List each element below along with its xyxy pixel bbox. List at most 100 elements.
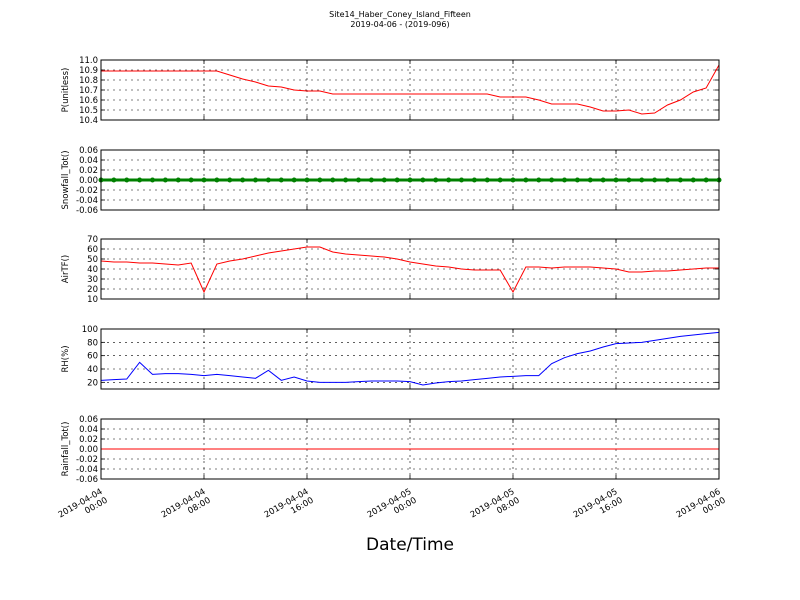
data-point [304, 177, 310, 183]
data-point [600, 177, 606, 183]
y-tick-label: 10.9 [79, 66, 98, 76]
y-tick-label: -0.04 [76, 196, 98, 206]
y-tick-label: 50 [87, 255, 98, 265]
x-tick-label: 2019-04-0408:00 [160, 487, 213, 529]
data-point [677, 177, 683, 183]
y-tick-label: 0.04 [79, 425, 98, 435]
y-axis-label: Rainfall_Tot() [61, 422, 71, 477]
y-tick-label: 11.0 [79, 56, 98, 66]
x-tick-label: 2019-04-0600:00 [675, 487, 728, 529]
data-point [587, 177, 593, 183]
data-point [175, 177, 181, 183]
data-point [703, 177, 709, 183]
data-point [278, 177, 284, 183]
y-tick-label: 0.00 [79, 445, 98, 455]
y-tick-label: 10.6 [79, 96, 98, 106]
y-tick-label: 20 [87, 378, 98, 388]
data-point [150, 177, 155, 183]
y-tick-label: 0.00 [79, 176, 98, 186]
y-tick-label: 100 [82, 325, 98, 335]
data-point [562, 177, 567, 183]
y-tick-label: 0.02 [79, 435, 98, 445]
y-tick-label: 10.7 [79, 86, 98, 96]
data-point [536, 177, 542, 183]
data-point [613, 177, 619, 183]
data-point [111, 177, 117, 183]
data-point [162, 177, 168, 183]
data-point [549, 177, 555, 183]
axes-frame [100, 59, 720, 121]
data-point [330, 177, 336, 183]
y-tick-label: 80 [87, 338, 98, 348]
y-axis-label: Snowfall_Tot() [61, 150, 71, 209]
data-point [690, 177, 696, 183]
y-tick-label: 20 [87, 285, 98, 295]
x-tick-label: 2019-04-0516:00 [572, 487, 625, 529]
y-tick-label: 0.06 [79, 146, 98, 156]
data-point [253, 177, 258, 183]
y-tick-label: 60 [87, 352, 98, 362]
data-point [574, 177, 580, 183]
y-tick-label: 10.8 [79, 76, 98, 86]
data-point [394, 177, 400, 183]
y-tick-label: -0.06 [76, 206, 98, 216]
y-tick-label: 40 [87, 265, 98, 275]
data-point [291, 177, 297, 183]
data-point [188, 177, 194, 183]
data-point [240, 177, 246, 183]
y-tick-label: 10.4 [79, 116, 98, 126]
y-tick-label: 10 [87, 295, 98, 305]
chart-subtitle: 2019-04-06 - (2019-096) [350, 20, 449, 29]
x-tick-label: 2019-04-0508:00 [469, 487, 522, 529]
y-tick-label: -0.06 [76, 475, 98, 485]
data-point [137, 177, 143, 183]
data-point [652, 177, 658, 183]
y-tick-label: -0.02 [76, 455, 98, 465]
data-point [459, 177, 464, 183]
data-point [433, 177, 439, 183]
data-line [100, 331, 720, 386]
data-point [356, 177, 361, 183]
data-point [510, 177, 516, 183]
data-point [665, 177, 670, 183]
axes-frame [100, 238, 720, 300]
data-point [626, 177, 632, 183]
data-point [265, 177, 271, 183]
y-axis-label: RH(%) [61, 345, 71, 372]
data-point [227, 177, 233, 183]
y-tick-label: 0.04 [79, 156, 98, 166]
data-point [317, 177, 323, 183]
x-tick-label: 2019-04-0400:00 [57, 487, 110, 529]
data-point [639, 177, 645, 183]
axes-frame [100, 149, 720, 211]
data-point [201, 177, 207, 183]
chart-title: Site14_Haber_Coney_Island_Fifteen [329, 10, 471, 19]
data-point [368, 177, 374, 183]
y-tick-label: 30 [87, 275, 98, 285]
data-point [446, 177, 452, 183]
data-point [407, 177, 413, 183]
data-point [381, 177, 387, 183]
y-axis-label: AirTF() [61, 255, 71, 283]
x-axis-label: Date/Time [366, 535, 454, 555]
y-tick-label: 70 [87, 235, 98, 245]
y-tick-label: 10.5 [79, 106, 98, 116]
data-line [100, 246, 719, 294]
y-tick-label: 0.06 [79, 415, 98, 425]
y-tick-label: 40 [87, 365, 98, 375]
data-point [214, 177, 220, 183]
y-axis-label: P(unitless) [61, 68, 71, 113]
data-point [484, 177, 490, 183]
data-point [343, 177, 349, 183]
x-tick-label: 2019-04-0416:00 [263, 487, 316, 529]
axes-frame [100, 418, 720, 480]
data-point [471, 177, 477, 183]
x-tick-label: 2019-04-0500:00 [366, 487, 419, 529]
data-point [420, 177, 426, 183]
y-tick-label: -0.02 [76, 186, 98, 196]
y-tick-label: 60 [87, 245, 98, 255]
axes-frame [100, 328, 720, 390]
data-point [497, 177, 503, 183]
data-point [523, 177, 529, 183]
